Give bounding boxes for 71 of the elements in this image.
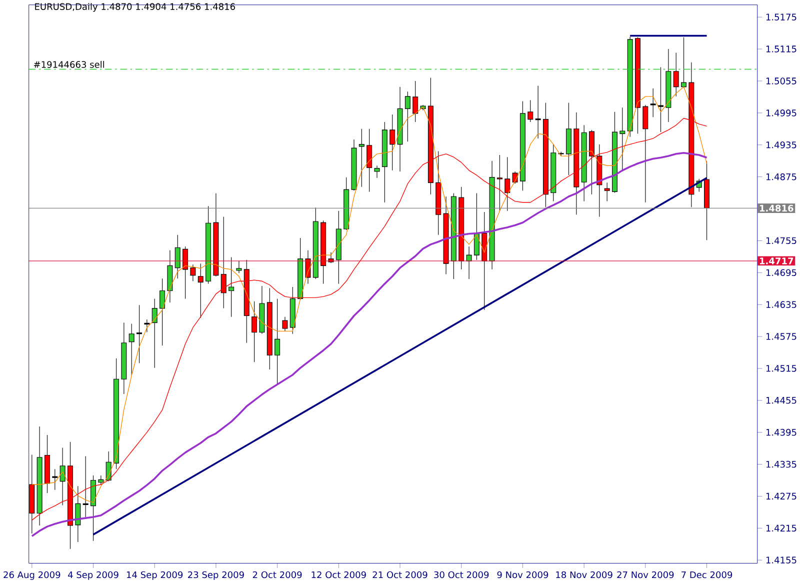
candlestick [650,88,656,118]
ref-line-label: 1.4717 [760,258,794,264]
x-tick-label: 18 Nov 2009 [556,571,612,578]
y-tick-label: 1.4215 [766,524,796,532]
candlestick [535,86,541,139]
candlestick [220,216,226,309]
y-tick-label: 1.4515 [766,365,796,372]
x-tick-label: 7 Dec 2009 [682,571,732,578]
y-tick-label: 1.4935 [766,141,796,148]
annotation: #19144663 sell [34,60,104,68]
candlestick [390,114,396,171]
y-tick-label: 1.5115 [766,46,796,52]
candlestick [620,107,626,172]
x-tick-label: 2 Oct 2009 [252,571,302,578]
candlestick [182,246,188,300]
x-tick-label: 26 Aug 2009 [4,571,60,580]
candlestick [128,323,134,376]
y-tick-label: 1.4875 [766,173,796,180]
candlestick [252,301,258,362]
candlestick [198,263,204,318]
candlestick [366,128,372,192]
candlestick [236,260,242,274]
candlestick [604,182,610,202]
candlestick [496,154,502,212]
candlestick [144,319,150,333]
x-tick-label: 9 Nov 2009 [497,571,548,578]
candlestick [174,234,180,279]
x-tick-label: 14 Sep 2009 [127,571,183,580]
y-tick-label: 1.4755 [766,237,796,244]
x-tick-label: 21 Oct 2009 [372,571,428,578]
candlestick [374,165,380,178]
candlestick [474,193,480,260]
chart-title: EURUSD,Daily 1.4870 1.4904 1.4756 1.4816 [35,3,235,12]
candlestick [282,316,288,332]
y-tick-label: 1.4275 [766,492,796,500]
candlestick [466,246,472,280]
y-tick-label: 1.4455 [766,397,796,404]
candlestick [504,156,510,212]
x-tick-label: 4 Sep 2009 [68,571,118,580]
candlestick [136,304,142,364]
candlestick [152,298,158,368]
candlestick [412,80,418,122]
candlestick [358,128,364,188]
y-tick-label: 1.4155 [766,556,796,564]
y-tick-label: 1.4635 [766,301,796,308]
candlestick [274,298,280,386]
y-tick-label: 1.4335 [766,460,796,468]
candlestick [82,456,88,518]
candlestick [160,278,166,346]
x-tick-label: 23 Sep 2009 [188,571,244,580]
candlestick [404,91,410,142]
candlestick [673,52,679,97]
candlestick [190,264,196,282]
x-tick-label: 27 Nov 2009 [617,571,674,578]
y-tick-label: 1.4395 [766,428,796,436]
y-tick-label: 1.4575 [766,333,796,340]
candlestick [75,486,81,542]
candlestick [228,256,234,318]
y-tick-label: 1.5175 [766,14,796,20]
candlestick [528,100,534,122]
candlestick [512,171,518,184]
y-tick-label: 1.4695 [766,269,796,276]
ref-line-label: 1.4816 [760,204,794,212]
candlestick [60,448,66,506]
x-tick-label: 12 Oct 2009 [312,571,366,578]
candlestick [98,475,104,486]
x-tick-label: 30 Oct 2009 [434,571,489,578]
y-tick-label: 1.5055 [766,78,796,84]
y-tick-label: 1.4995 [766,110,796,116]
candlestick [52,468,58,490]
candlestick [658,66,664,132]
